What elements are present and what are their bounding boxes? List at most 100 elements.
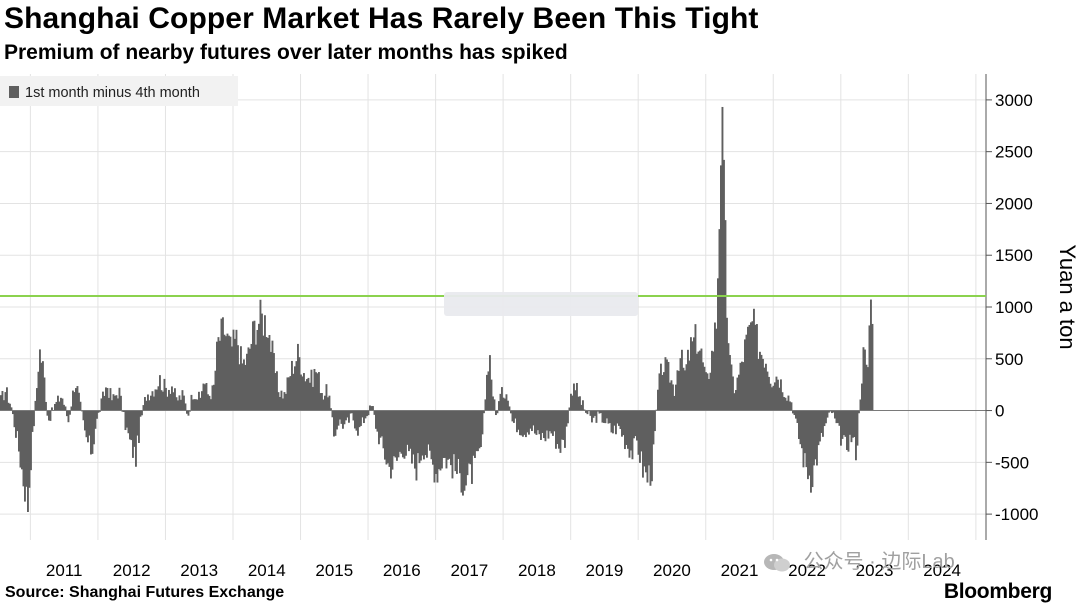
y-axis-label: Yuan a ton (1055, 244, 1080, 349)
data-bar (324, 395, 326, 411)
data-bar (703, 366, 706, 411)
data-bar (321, 393, 323, 411)
data-bar (448, 410, 451, 459)
data-bar (412, 410, 415, 455)
data-bar (865, 364, 868, 411)
data-bar (462, 410, 464, 496)
data-bar (766, 371, 769, 411)
data-bar (366, 410, 368, 417)
x-axis: 2011 2012 2013 2014 2015 2016 2017 2018 2019 2020… (46, 561, 961, 580)
watermark-text: 公众号 · 边际Lab (803, 551, 955, 573)
data-bar (447, 410, 449, 460)
data-bar (214, 370, 217, 411)
y-tick-label: 3000 (995, 91, 1033, 110)
data-bar (864, 349, 866, 411)
data-bar (795, 410, 797, 419)
data-bar (451, 410, 454, 479)
data-bar (567, 410, 569, 424)
data-bar (82, 410, 85, 421)
data-bar (561, 410, 563, 440)
data-bar (331, 410, 334, 418)
data-bar (733, 393, 736, 411)
data-bar (445, 410, 448, 469)
data-bar (799, 410, 802, 445)
data-bar (1, 391, 4, 411)
data-bar (342, 410, 344, 429)
data-bar (211, 385, 214, 411)
data-bar (126, 410, 128, 428)
data-bar (70, 406, 73, 411)
data-bar (307, 377, 310, 411)
data-bar (210, 399, 212, 411)
data-bar (684, 370, 686, 411)
data-bar (738, 374, 740, 411)
data-bar (729, 355, 731, 411)
data-bar (625, 410, 628, 445)
data-bar (705, 372, 707, 411)
data-bar (27, 410, 29, 512)
data-bar (757, 358, 760, 411)
data-bar (349, 410, 352, 414)
data-bar (777, 379, 779, 411)
data-bar (274, 373, 277, 411)
y-tick-label: -1000 (995, 505, 1038, 524)
data-bar (10, 407, 13, 411)
data-bar (156, 389, 158, 411)
data-bar (381, 410, 383, 437)
data-bar (208, 395, 211, 411)
data-bar (532, 410, 535, 426)
data-bar (852, 410, 854, 438)
data-bar (127, 410, 130, 434)
data-bar (226, 333, 229, 411)
data-bar (28, 410, 31, 488)
data-bar (118, 387, 121, 411)
data-bar (46, 410, 49, 416)
data-bar (570, 393, 572, 411)
data-bar (393, 410, 395, 457)
data-bar (243, 359, 245, 411)
data-bar (142, 405, 145, 411)
data-bar (762, 358, 764, 411)
data-bar (99, 410, 101, 412)
data-bar (228, 335, 230, 411)
data-bar (610, 410, 613, 433)
data-bar (697, 351, 700, 411)
data-bar (517, 410, 520, 430)
y-tick-label: 500 (995, 350, 1023, 369)
watermark: 公众号 · 边际Lab (762, 545, 955, 575)
chart-title: Shanghai Copper Market Has Rarely Been T… (4, 2, 759, 35)
data-bar (198, 391, 200, 411)
data-bar (429, 410, 431, 451)
data-bar (130, 410, 133, 441)
data-bar (546, 410, 548, 431)
data-bar (423, 410, 425, 460)
data-bar (276, 371, 278, 411)
data-bar (282, 398, 284, 411)
data-bar (196, 399, 199, 411)
x-tick-label: 2020 (653, 561, 691, 580)
data-bar (232, 329, 235, 411)
data-bar (267, 337, 269, 411)
data-bar (484, 399, 487, 411)
data-bar (756, 324, 758, 411)
data-bar (147, 394, 149, 411)
data-bar (330, 408, 332, 411)
data-bar (351, 410, 353, 414)
data-bar (84, 410, 86, 431)
data-bar (357, 410, 359, 436)
data-bar (64, 406, 67, 411)
data-bar (475, 410, 478, 452)
data-bar (469, 410, 472, 465)
data-bar (510, 410, 512, 414)
data-bar (643, 410, 646, 467)
data-bar (708, 379, 710, 411)
data-bar (75, 388, 77, 411)
data-bar (354, 410, 356, 429)
data-bar (339, 410, 341, 420)
data-bar (537, 410, 539, 431)
data-bar (91, 410, 94, 454)
data-bar (727, 343, 730, 411)
data-bar (540, 410, 542, 440)
data-bar (217, 337, 220, 411)
x-tick-label: 2019 (586, 561, 624, 580)
